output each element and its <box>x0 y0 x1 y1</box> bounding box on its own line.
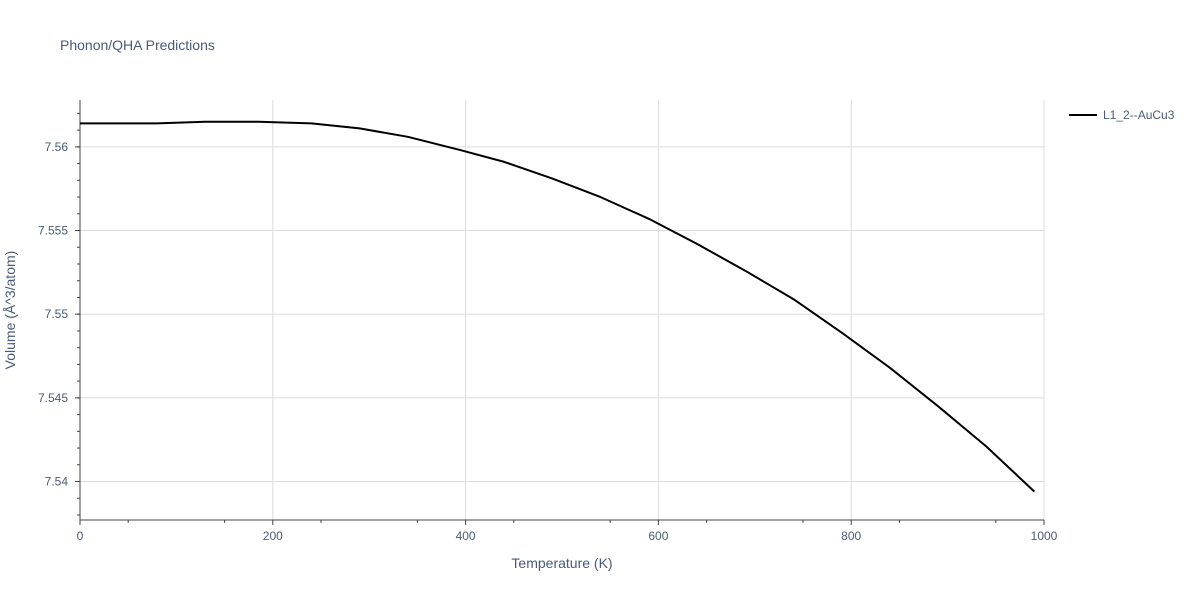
legend-label: L1_2--AuCu3 <box>1103 108 1175 122</box>
axes <box>79 100 1044 521</box>
series-line <box>80 120 1036 493</box>
x-tick-label: 1000 <box>1031 529 1058 543</box>
x-ticks: 0 200 400 600 800 1000 <box>77 520 1058 543</box>
y-tick-label: 7.56 <box>45 140 69 154</box>
y-tick-label: 7.555 <box>38 224 68 238</box>
legend[interactable]: L1_2--AuCu3 <box>1069 108 1175 122</box>
x-tick-label: 600 <box>648 529 668 543</box>
y-tick-label: 7.545 <box>38 391 68 405</box>
x-gridlines <box>272 100 1045 520</box>
series-layer <box>80 120 1036 493</box>
x-axis-title: Temperature (K) <box>511 555 612 571</box>
chart-title: Phonon/QHA Predictions <box>60 37 215 53</box>
y-gridlines <box>80 146 1044 483</box>
x-tick-label: 400 <box>456 529 476 543</box>
y-axis-title: Volume (Å^3/atom) <box>2 251 18 370</box>
x-tick-label: 0 <box>77 529 84 543</box>
y-tick-label: 7.55 <box>45 307 69 321</box>
y-tick-label: 7.54 <box>45 475 69 489</box>
x-tick-label: 800 <box>841 529 861 543</box>
x-tick-label: 200 <box>263 529 283 543</box>
y-ticks: 7.54 7.545 7.55 7.555 7.56 <box>38 112 80 516</box>
